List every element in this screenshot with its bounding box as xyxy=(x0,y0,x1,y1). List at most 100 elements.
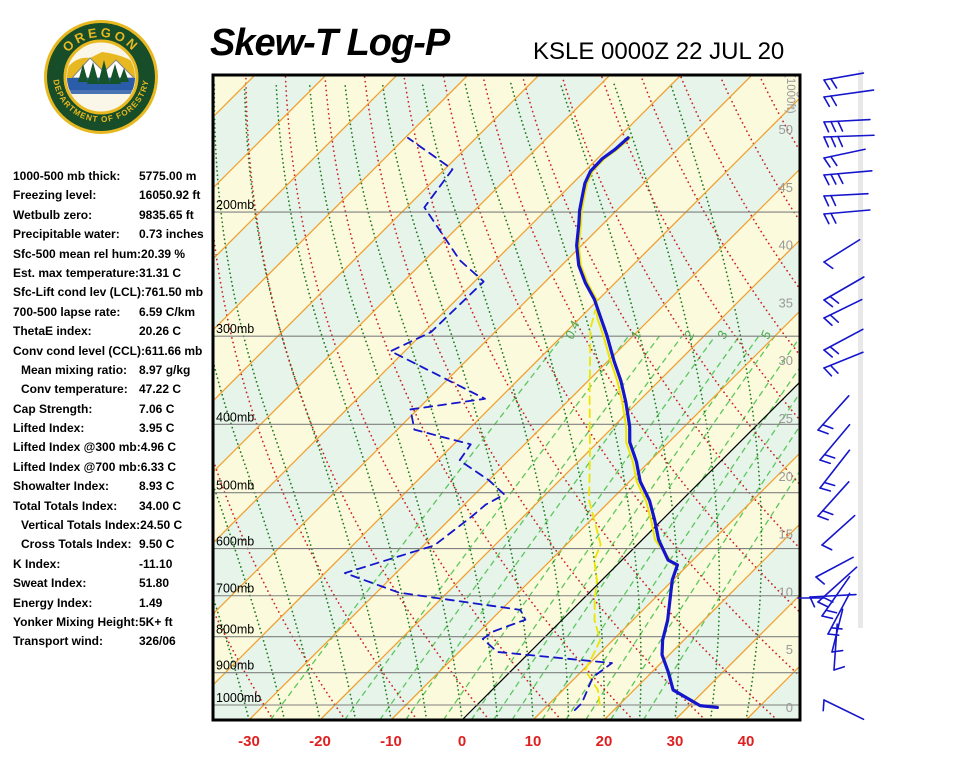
index-value: 31.31 C xyxy=(139,265,182,280)
wind-barb-tick xyxy=(829,364,839,374)
index-label: Lifted Index: xyxy=(13,421,85,436)
wind-barb-tick xyxy=(830,135,837,148)
wind-barb-tick xyxy=(830,173,837,185)
wind-barb xyxy=(817,566,858,608)
index-value: 1.49 xyxy=(139,595,163,610)
moist-adiabat xyxy=(344,81,499,720)
wind-barb-tick xyxy=(821,423,834,430)
index-row: Lifted Index @700 mb:6.33 C xyxy=(13,458,213,477)
wind-barb-tick xyxy=(829,345,840,355)
index-row: K Index: -11.10 xyxy=(13,555,213,574)
wind-barb-tick xyxy=(823,174,830,186)
index-row: Lifted Index: 3.95 C xyxy=(13,419,213,438)
index-label: Sweat Index: xyxy=(13,576,87,591)
wind-barb xyxy=(823,192,869,207)
index-label: Sfc-500 mean rel hum: xyxy=(13,246,142,261)
moist-adiabat xyxy=(308,81,463,720)
index-label: Est. max temperature: xyxy=(13,265,140,280)
wind-barb-tick xyxy=(817,429,829,435)
mixing-ratio-line xyxy=(511,335,776,720)
wind-barb xyxy=(822,699,865,721)
pressure-label: 800mb xyxy=(216,623,254,637)
index-label: Cross Totals Index: xyxy=(21,537,132,552)
wind-barb xyxy=(823,89,875,108)
wind-barb-tick xyxy=(830,212,837,224)
index-row: Sfc-500 mean rel hum:20.39 % xyxy=(13,245,213,264)
wind-barb xyxy=(819,423,851,465)
isotherm xyxy=(213,75,682,544)
height-tick-label: 10 xyxy=(779,584,793,599)
dry-adiabat xyxy=(879,77,960,720)
wind-barb-tick xyxy=(819,487,832,492)
index-row: Total Totals Index: 34.00 C xyxy=(13,497,213,516)
moist-adiabat xyxy=(18,83,107,720)
mixing-ratio-line xyxy=(492,335,760,720)
index-row: 700-500 lapse rate: 6.59 C/km xyxy=(13,303,213,322)
height-tick-label: 35 xyxy=(779,295,793,310)
index-label: Lifted Index @700 mb: xyxy=(13,459,141,474)
temp-tick-label: 10 xyxy=(525,733,542,750)
index-label: 1000-500 mb thick: xyxy=(13,169,121,183)
wind-barb xyxy=(823,148,866,168)
wind-barb-staff xyxy=(823,699,865,721)
chart-interior: 200mb 300mb 400mb 500mb 600mb 700mb 800mb 900mb… xyxy=(18,75,960,720)
page-title: Skew-T Log-P xyxy=(210,22,450,64)
index-label: ThetaE index: xyxy=(13,324,92,339)
station-id: KSLE 0000Z 22 JUL 20 xyxy=(533,38,785,65)
mixing-ratio-line xyxy=(609,424,800,720)
index-row: ThetaE index: 20.26 C xyxy=(13,322,213,341)
isotherm xyxy=(213,97,800,686)
wind-barb-tick xyxy=(829,295,840,304)
wind-barb-staff xyxy=(815,556,854,578)
wind-barb xyxy=(823,298,863,327)
height-tick-label: 15 xyxy=(779,527,793,542)
index-label: Freezing level: xyxy=(13,188,97,203)
pressure-label: 600mb xyxy=(216,535,254,549)
isotherm xyxy=(674,594,800,720)
wind-barb xyxy=(833,623,846,671)
wind-barb-staff xyxy=(821,575,851,617)
index-value: 9835.65 ft xyxy=(139,207,194,222)
wind-barb-tick xyxy=(823,299,834,308)
isotherm xyxy=(248,168,800,720)
index-row: Cross Totals Index: 9.50 C xyxy=(13,535,213,554)
dry-adiabat xyxy=(839,77,960,720)
index-row: 1000-500 mb thick: 5775.00 m xyxy=(13,167,213,186)
wind-barb-staff xyxy=(823,134,875,138)
index-label: Total Totals Index: xyxy=(13,498,118,513)
height-tick-label: 50 xyxy=(779,122,793,137)
temp-tick-label: 20 xyxy=(596,733,613,750)
isotherm xyxy=(213,75,469,331)
index-value: 4.96 C xyxy=(140,440,177,455)
wind-barb-tick xyxy=(825,609,838,614)
barb-column-strip xyxy=(858,70,863,628)
index-value: 16050.92 ft xyxy=(139,188,201,203)
wind-barb xyxy=(817,481,850,521)
index-value: 34.00 C xyxy=(139,498,182,513)
wind-barb-tick xyxy=(837,120,844,132)
wind-barb xyxy=(827,592,851,636)
wind-barb-staff xyxy=(823,72,865,81)
indices-panel: 1000-500 mb thick: 5775.00 m Freezing leve… xyxy=(13,167,213,652)
isotherm-zero xyxy=(461,381,800,720)
pressure-label: 400mb xyxy=(216,410,254,424)
height-tick-label: 20 xyxy=(779,469,793,484)
mixing-ratio-label: 0.4 xyxy=(562,319,583,341)
height-tick-label: 45 xyxy=(779,180,793,195)
pressure-label: 300mb xyxy=(216,322,254,336)
index-row: Est. max temperature:31.31 C xyxy=(13,264,213,283)
wind-barb-staff xyxy=(817,566,858,603)
index-value: 8.93 C xyxy=(139,479,175,494)
wind-barb-staff xyxy=(823,170,873,176)
wind-barb-tick xyxy=(837,172,844,185)
wind-barb-tick xyxy=(823,195,830,207)
pressure-label: 200mb xyxy=(216,198,254,212)
wind-barb-tick xyxy=(830,120,837,133)
mixing-ratio-line xyxy=(405,335,683,720)
index-value: 6.59 C/km xyxy=(139,304,196,319)
wind-barb-tick xyxy=(823,453,836,459)
wind-barb-tick xyxy=(822,699,825,712)
index-value: 326/06 xyxy=(139,634,176,649)
